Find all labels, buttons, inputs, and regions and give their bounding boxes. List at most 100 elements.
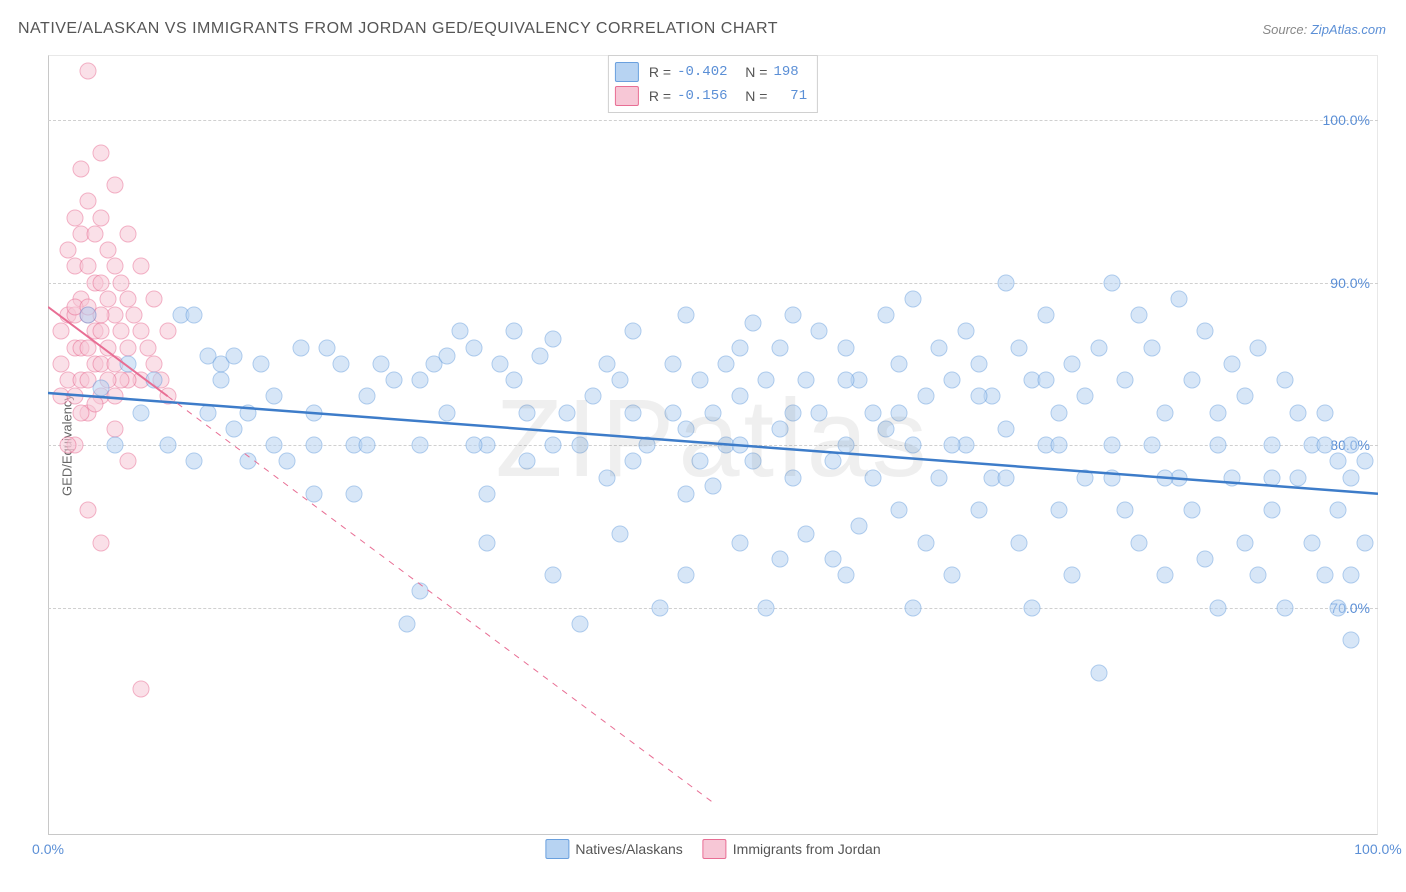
point-native <box>758 599 775 616</box>
source-link[interactable]: ZipAtlas.com <box>1311 22 1386 37</box>
point-native <box>1276 372 1293 389</box>
point-native <box>372 355 389 372</box>
point-native <box>625 453 642 470</box>
point-native <box>731 437 748 454</box>
point-native <box>1356 534 1373 551</box>
swatch-jordan <box>703 839 727 859</box>
point-native <box>1290 469 1307 486</box>
point-native <box>465 339 482 356</box>
point-native <box>1316 437 1333 454</box>
point-jordan <box>133 323 150 340</box>
x-tick-label: 0.0% <box>32 841 64 857</box>
point-native <box>771 339 788 356</box>
point-native <box>1343 632 1360 649</box>
point-native <box>478 485 495 502</box>
point-jordan <box>53 355 70 372</box>
point-native <box>79 307 96 324</box>
point-native <box>1077 469 1094 486</box>
point-native <box>931 469 948 486</box>
point-jordan <box>93 534 110 551</box>
point-jordan <box>113 323 130 340</box>
point-native <box>917 534 934 551</box>
point-native <box>598 469 615 486</box>
point-native <box>119 355 136 372</box>
point-native <box>1104 274 1121 291</box>
point-jordan <box>119 290 136 307</box>
y-tick-label: 100.0% <box>1323 112 1370 128</box>
point-native <box>1157 404 1174 421</box>
point-jordan <box>53 323 70 340</box>
point-native <box>784 307 801 324</box>
legend-label-jordan: Immigrants from Jordan <box>733 841 881 857</box>
point-jordan <box>86 225 103 242</box>
point-native <box>279 453 296 470</box>
point-jordan <box>93 274 110 291</box>
point-native <box>505 372 522 389</box>
point-native <box>1130 534 1147 551</box>
point-native <box>771 550 788 567</box>
point-native <box>1064 355 1081 372</box>
point-jordan <box>133 680 150 697</box>
point-native <box>944 372 961 389</box>
point-native <box>997 274 1014 291</box>
point-native <box>412 583 429 600</box>
point-native <box>678 567 695 584</box>
point-native <box>1104 469 1121 486</box>
point-native <box>891 355 908 372</box>
point-native <box>1130 307 1147 324</box>
point-jordan <box>79 258 96 275</box>
point-native <box>691 453 708 470</box>
point-native <box>545 437 562 454</box>
point-native <box>838 437 855 454</box>
point-native <box>558 404 575 421</box>
point-native <box>731 534 748 551</box>
gridline <box>48 445 1378 446</box>
point-jordan <box>159 388 176 405</box>
point-native <box>838 567 855 584</box>
r-value-jordan: -0.156 <box>677 88 727 104</box>
point-native <box>1316 567 1333 584</box>
point-native <box>838 372 855 389</box>
point-native <box>1037 372 1054 389</box>
point-native <box>545 331 562 348</box>
point-native <box>971 502 988 519</box>
point-native <box>1064 567 1081 584</box>
point-native <box>518 404 535 421</box>
point-jordan <box>79 63 96 80</box>
point-native <box>784 404 801 421</box>
point-native <box>904 290 921 307</box>
point-native <box>1037 307 1054 324</box>
point-jordan <box>106 177 123 194</box>
point-jordan <box>79 339 96 356</box>
point-native <box>133 404 150 421</box>
point-native <box>1250 339 1267 356</box>
point-native <box>651 599 668 616</box>
point-native <box>1143 437 1160 454</box>
point-native <box>545 567 562 584</box>
point-native <box>1210 404 1227 421</box>
point-native <box>917 388 934 405</box>
point-jordan <box>139 339 156 356</box>
legend-item-jordan: Immigrants from Jordan <box>703 839 881 859</box>
legend-row-natives: R = -0.402 N = 198 <box>615 60 807 84</box>
point-jordan <box>66 209 83 226</box>
point-native <box>465 437 482 454</box>
point-native <box>585 388 602 405</box>
r-value-natives: -0.402 <box>677 64 727 80</box>
point-native <box>572 437 589 454</box>
point-native <box>638 437 655 454</box>
point-native <box>1356 453 1373 470</box>
point-native <box>611 526 628 543</box>
point-native <box>1157 469 1174 486</box>
point-jordan <box>133 258 150 275</box>
point-native <box>678 307 695 324</box>
point-native <box>1197 323 1214 340</box>
point-native <box>239 453 256 470</box>
point-native <box>1210 437 1227 454</box>
point-native <box>944 567 961 584</box>
point-native <box>572 615 589 632</box>
point-native <box>997 469 1014 486</box>
gridline <box>48 120 1378 121</box>
point-native <box>1290 404 1307 421</box>
point-jordan <box>79 502 96 519</box>
